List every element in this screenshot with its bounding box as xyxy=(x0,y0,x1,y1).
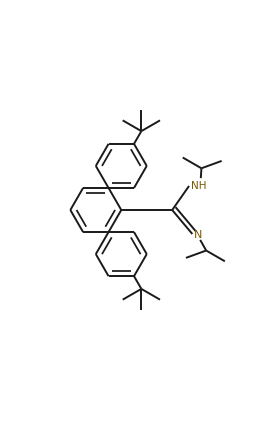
Text: N: N xyxy=(194,230,203,240)
Text: NH: NH xyxy=(191,181,207,191)
